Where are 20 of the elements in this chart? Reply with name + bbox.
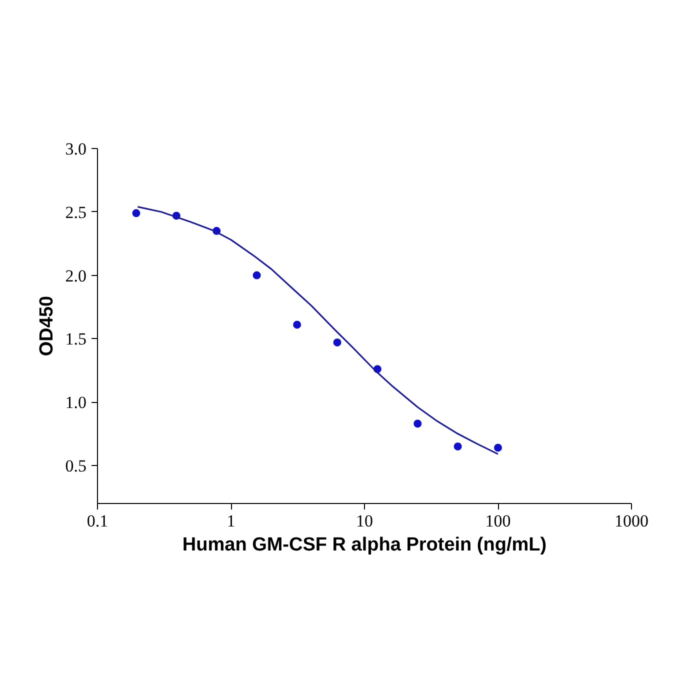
x-tick-label: 1 <box>226 512 236 530</box>
y-tick-label: 1.5 <box>65 330 86 349</box>
y-tick-label: 2.0 <box>65 266 86 286</box>
x-tick-label: 100 <box>485 512 511 530</box>
point <box>494 444 502 452</box>
x-axis-title: Human GM-CSF R alpha Protein (ng/mL) <box>182 534 547 556</box>
x-tick-label: 10 <box>356 512 373 530</box>
point <box>132 209 140 218</box>
point <box>454 442 462 450</box>
y-tick-label: 2.5 <box>65 202 86 222</box>
point <box>293 320 302 329</box>
x-tick-label: 1000 <box>614 512 648 530</box>
x-tick-label: 0.1 <box>86 512 108 530</box>
point <box>252 271 261 280</box>
y-tick-label: 0.5 <box>65 456 86 476</box>
y-tick-label: 1.0 <box>65 393 86 412</box>
y-axis-title: OD450 <box>36 296 58 356</box>
point <box>414 420 422 428</box>
point <box>333 338 342 346</box>
y-tick-label: 3.0 <box>65 140 86 158</box>
